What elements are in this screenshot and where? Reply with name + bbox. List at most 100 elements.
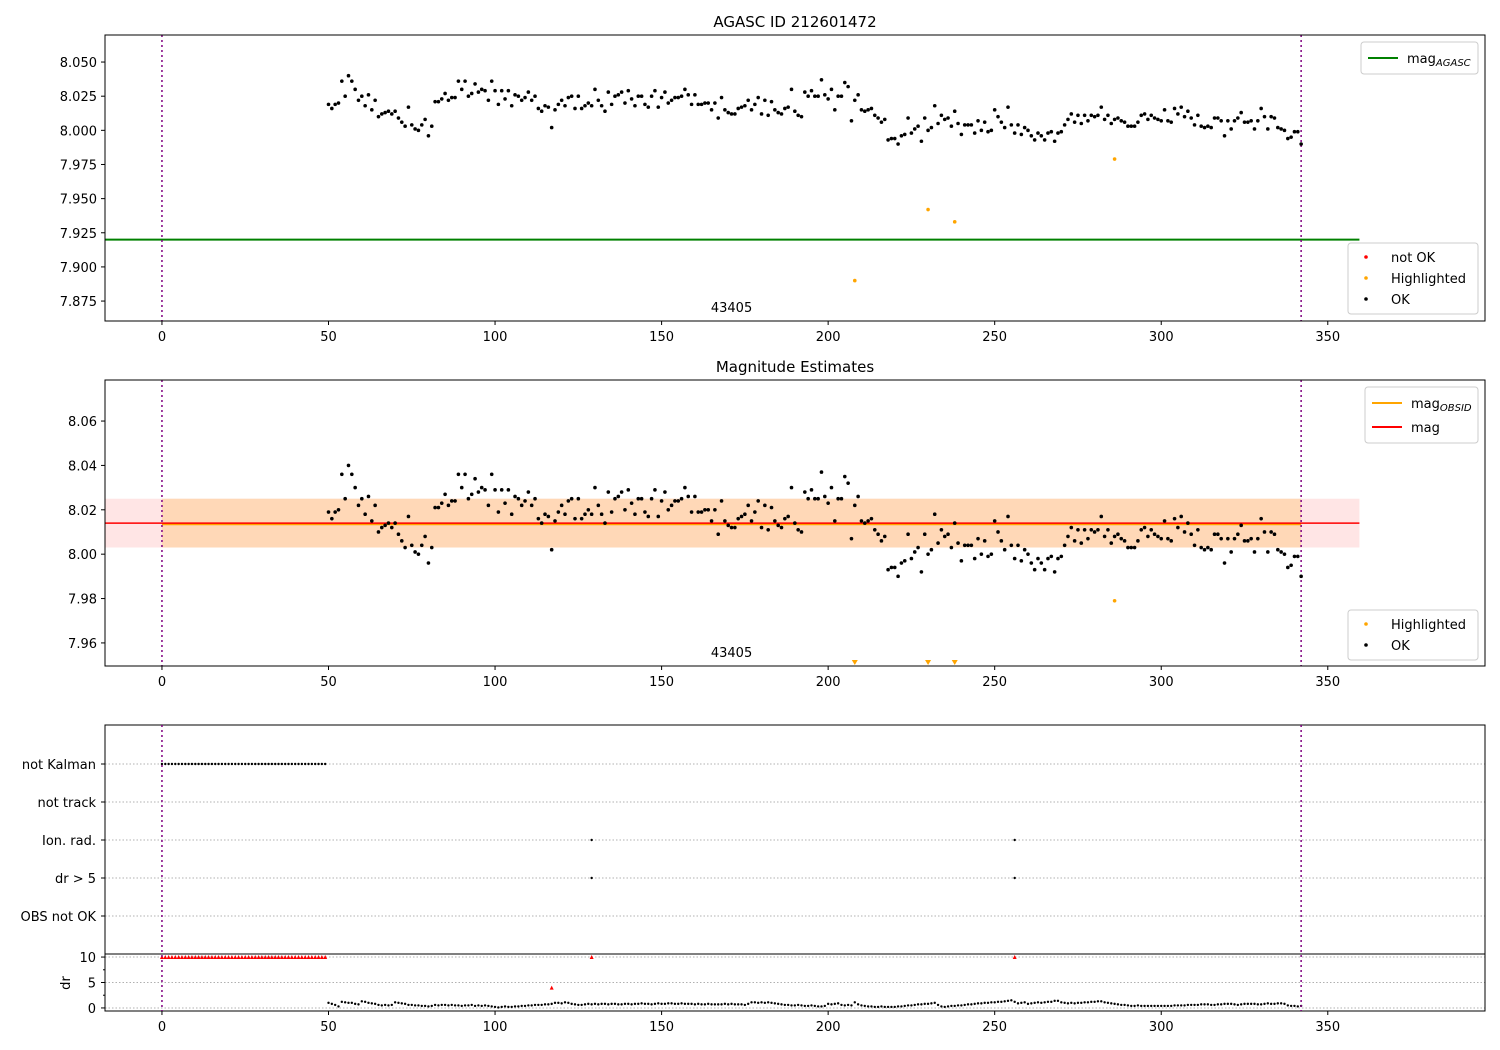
dr-ok-point — [1196, 1003, 1200, 1007]
dr-ok-point — [1206, 1003, 1210, 1006]
dr-not-ok-point — [176, 955, 181, 960]
ok-point — [1159, 118, 1164, 123]
dr-ok-point — [1133, 1004, 1136, 1008]
not-kalman-flag-point — [287, 762, 290, 766]
dr-ok-point — [1020, 1001, 1023, 1005]
ok-point — [766, 113, 770, 118]
y-tick-label: 7.975 — [60, 158, 97, 173]
ok-point — [623, 507, 627, 512]
dr-axes-frame — [104, 953, 1486, 1012]
dr-ok-point — [1249, 1002, 1253, 1006]
ok-point — [519, 503, 524, 508]
ok-point — [576, 94, 581, 98]
dr-ok-point — [866, 1005, 870, 1008]
ok-point — [846, 481, 850, 485]
ok-point — [489, 79, 494, 83]
dr-ok-point — [1130, 1004, 1133, 1008]
ok-point — [463, 79, 467, 83]
not-kalman-flag-point — [214, 762, 217, 766]
dr-ok-point — [833, 1002, 837, 1006]
ok-point — [1082, 527, 1087, 532]
ok-point — [399, 120, 404, 124]
ok-point — [370, 519, 374, 523]
ok-point — [523, 499, 527, 503]
ok-point — [829, 87, 834, 92]
ok-point — [1006, 105, 1010, 109]
not-kalman-flag-point — [300, 762, 304, 766]
dr-ok-point — [410, 1003, 413, 1007]
ok-point — [892, 565, 897, 570]
dr-ok-point — [420, 1004, 423, 1008]
not-kalman-flag-point — [240, 762, 244, 766]
dr-not-ok-point — [549, 985, 554, 990]
dr-not-ok-point — [309, 955, 314, 960]
legend-point-swatch — [1364, 297, 1368, 301]
dr-ok-point — [1026, 1002, 1030, 1006]
dr-ok-point — [1143, 1004, 1146, 1008]
dr-ok-point — [1216, 1003, 1220, 1006]
ok-point — [749, 108, 754, 112]
ok-point — [573, 516, 577, 521]
dr-ok-point — [830, 1003, 833, 1006]
ok-point — [699, 102, 704, 107]
ion-rad-flag-point — [590, 838, 593, 842]
not-kalman-flag-point — [244, 762, 247, 766]
dr-not-ok-point — [233, 955, 238, 960]
dr-ok-point — [753, 1001, 757, 1004]
ok-point — [1039, 561, 1044, 565]
dr-ok-point — [1209, 1003, 1213, 1007]
ok-point — [1206, 545, 1210, 550]
ok-point — [956, 121, 960, 126]
not-kalman-flag-point — [217, 762, 220, 766]
ok-point — [1276, 547, 1280, 552]
ok-point — [599, 512, 604, 517]
ok-point — [896, 574, 900, 579]
ok-point — [443, 492, 447, 497]
ok-point — [409, 123, 414, 127]
ok-point — [1192, 543, 1197, 548]
dr-not-ok-point — [316, 955, 321, 960]
ok-point — [379, 112, 384, 116]
ok-point — [343, 94, 347, 98]
ok-point — [1139, 527, 1144, 532]
dr-ok-point — [327, 1001, 330, 1005]
legend-point-swatch — [1364, 622, 1368, 626]
ok-point — [476, 490, 481, 494]
dr-ok-point — [383, 1003, 387, 1007]
ok-point — [686, 93, 691, 97]
dr-gt-5-flag-point — [590, 876, 593, 880]
dr-not-ok-point — [299, 955, 304, 960]
dr-ok-point — [557, 1001, 560, 1005]
legend-label: OK — [1391, 293, 1410, 308]
dr-ok-point — [780, 1003, 783, 1006]
dr-ok-point — [677, 1002, 680, 1006]
not-kalman-flag-point — [230, 762, 234, 766]
panel-magnitude-estimates: Magnitude Estimates 43405 0 50 100 150 200 250 3… — [68, 358, 1486, 690]
dr-ok-point — [893, 1005, 896, 1009]
dr-not-ok-point — [303, 955, 308, 960]
dr-ok-point — [437, 1004, 440, 1007]
ok-point — [709, 519, 714, 523]
x-tick-label: 300 — [1149, 1020, 1174, 1035]
ok-point — [683, 87, 687, 92]
ok-point — [773, 108, 777, 112]
ok-point — [869, 516, 874, 521]
ok-point — [909, 131, 914, 135]
ok-point — [889, 136, 894, 141]
ok-point — [952, 109, 957, 114]
ok-point — [882, 117, 887, 122]
y-tick-label: 8.050 — [60, 56, 97, 71]
ok-point — [859, 108, 864, 112]
y-tick-label: 8.02 — [68, 504, 97, 519]
ok-point — [1096, 527, 1100, 532]
ok-point — [1219, 536, 1223, 541]
ok-point — [769, 99, 774, 104]
dr-not-ok-point — [319, 955, 324, 960]
ok-point — [366, 494, 371, 499]
ok-point — [966, 123, 970, 127]
ok-point — [679, 496, 684, 501]
dr-not-ok-point — [226, 955, 231, 960]
not-kalman-flag-point — [197, 762, 200, 766]
ok-point — [573, 106, 577, 111]
dr-ok-point — [976, 1002, 980, 1005]
